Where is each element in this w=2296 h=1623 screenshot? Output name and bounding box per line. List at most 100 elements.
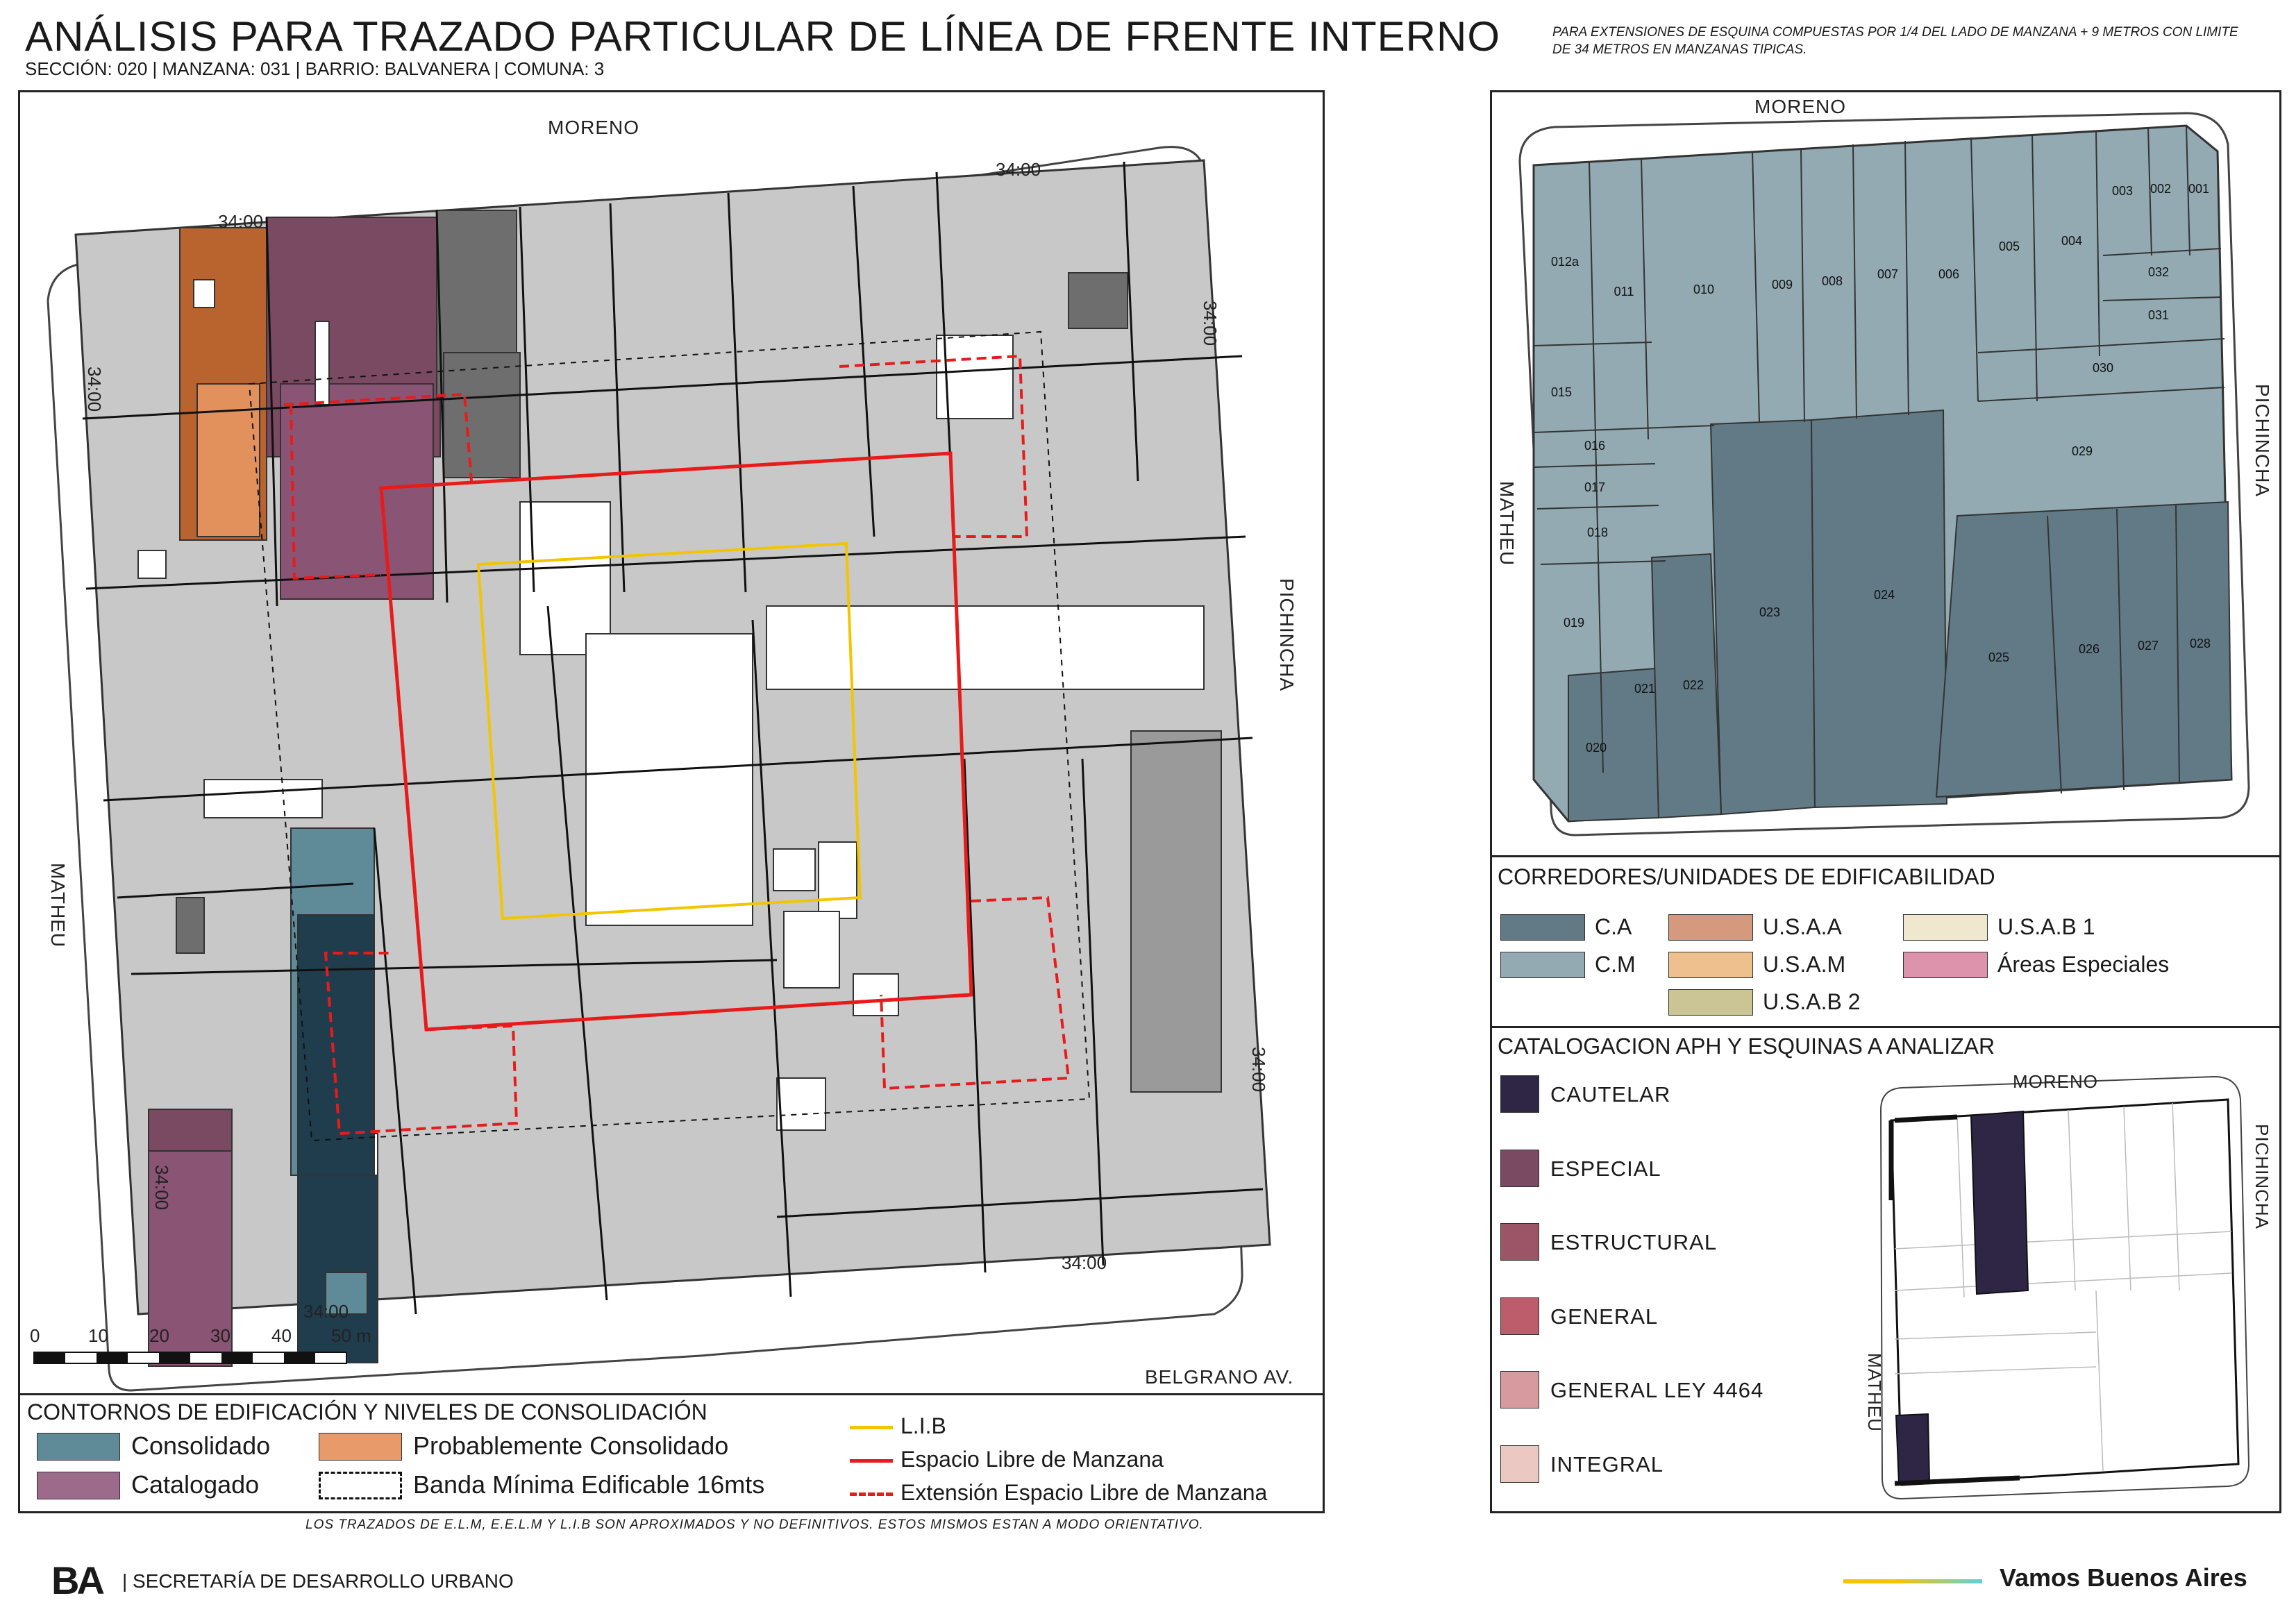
svg-text:001: 001 (2188, 182, 2209, 196)
swatch-usaa (1668, 914, 1753, 941)
header-note: PARA EXTENSIONES DE ESQUINA COMPUESTAS P… (1552, 25, 2238, 57)
swatch-espacio (850, 1459, 893, 1463)
svg-text:021: 021 (1634, 682, 1655, 696)
swatch-cm (1500, 952, 1585, 978)
svg-text:40: 40 (271, 1325, 292, 1346)
svg-text:009: 009 (1772, 278, 1793, 292)
svg-text:007: 007 (1877, 267, 1898, 281)
svg-text:023: 023 (1759, 605, 1780, 619)
main-legend-title: CONTORNOS DE EDIFICACIÓN Y NIVELES DE CO… (27, 1399, 707, 1424)
scale-bar: 0 10 20 30 40 50 m (30, 1325, 371, 1364)
lot-catalog-2 (280, 383, 434, 600)
dim-sw: 34:00 (303, 1301, 349, 1322)
swatch-probable (319, 1433, 402, 1461)
aph-cautelar-1 (1970, 1110, 2029, 1295)
svg-text:025: 025 (1988, 650, 2009, 664)
svg-text:024: 024 (1874, 588, 1895, 602)
svg-text:026: 026 (2079, 642, 2100, 656)
main-map[interactable]: MORENO MATHEU PICHINCHA BELGRANO AV. 34:… (20, 92, 1323, 1393)
dim-nw: 34:00 (218, 211, 263, 232)
svg-text:003: 003 (2112, 184, 2133, 198)
swatch-estructural (1500, 1223, 1539, 1261)
swatch-catalogado (37, 1472, 120, 1499)
dim-se: 34:00 (1062, 1252, 1107, 1273)
extension-espacio-libre (283, 354, 1071, 1136)
svg-text:30: 30 (210, 1325, 231, 1346)
page-subtitle: SECCIÓN: 020 | MANZANA: 031 | BARRIO: BA… (25, 58, 605, 79)
svg-text:10: 10 (88, 1325, 108, 1346)
dim-ws: 34:00 (151, 1165, 172, 1210)
swatch-consolidado (37, 1433, 120, 1461)
lot-gray-2 (1130, 730, 1222, 1093)
legend-usab1: U.S.A.B 1 (1997, 914, 2095, 939)
lib-line (476, 541, 862, 920)
svg-text:022: 022 (1683, 678, 1704, 692)
legend-probable: Probablemente Consolidado (413, 1431, 729, 1460)
aph-street-moreno: MORENO (2013, 1071, 2098, 1092)
swatch-banda (319, 1472, 402, 1499)
street-belgrano: BELGRANO AV. (1145, 1366, 1293, 1388)
street-matheu: MATHEU (47, 863, 69, 948)
catalogacion-panel: CATALOGACION APH Y ESQUINAS A ANALIZAR C… (1490, 1026, 2281, 1513)
footer-note: LOS TRAZADOS DE E.L.M, E.E.L.M Y L.I.B S… (305, 1517, 1204, 1532)
inset-street-moreno: MORENO (1754, 96, 1846, 117)
dim-wn: 34:00 (84, 367, 105, 412)
swatch-usam (1668, 952, 1753, 978)
svg-text:032: 032 (2148, 265, 2169, 279)
legend-cautelar: CAUTELAR (1550, 1082, 1671, 1107)
open-1 (519, 501, 611, 655)
slogan-bar (1843, 1579, 1982, 1583)
legend-usam: U.S.A.M (1763, 952, 1846, 977)
lot-labels: 001 002 003 004 005 006 007 008 009 010 … (1551, 182, 2211, 755)
main-legend-box: CONTORNOS DE EDIFICACIÓN Y NIVELES DE CO… (18, 1395, 1325, 1513)
corredores-title: CORREDORES/UNIDADES DE EDIFICABILIDAD (1498, 864, 1995, 889)
svg-text:012a: 012a (1551, 255, 1579, 269)
aph-street-matheu: MATHEU (1864, 1353, 1885, 1432)
swatch-areas-especiales (1903, 952, 1988, 978)
svg-text:50 m: 50 m (331, 1325, 371, 1346)
legend-integral: INTEGRAL (1550, 1452, 1664, 1477)
svg-text:010: 010 (1693, 283, 1714, 296)
svg-text:006: 006 (1938, 267, 1959, 281)
svg-text:028: 028 (2190, 637, 2211, 650)
swatch-general-ley (1500, 1371, 1539, 1408)
swatch-extension (850, 1492, 893, 1496)
aph-inset-map[interactable]: MORENO MATHEU PICHINCHA (1853, 1061, 2277, 1511)
espacio-libre (379, 451, 973, 1032)
svg-text:030: 030 (2093, 361, 2113, 375)
lot-probable-2 (196, 383, 260, 537)
open-courtyard (585, 633, 753, 926)
legend-cm: C.M (1595, 952, 1636, 977)
aph-cautelar-2 (1895, 1413, 1931, 1485)
swatch-general (1500, 1297, 1539, 1335)
lots-map-panel[interactable]: MORENO MATHEU PICHINCHA 001 002 003 004 … (1490, 90, 2281, 857)
lots-map[interactable]: MORENO MATHEU PICHINCHA 001 002 003 004 … (1492, 92, 2279, 855)
legend-usab2: U.S.A.B 2 (1763, 989, 1861, 1014)
svg-text:020: 020 (1586, 741, 1607, 755)
svg-text:011: 011 (1614, 285, 1634, 298)
svg-text:0: 0 (30, 1325, 40, 1346)
svg-text:031: 031 (2148, 308, 2169, 322)
swatch-usab1 (1903, 914, 1988, 941)
legend-lib: L.I.B (900, 1413, 946, 1438)
swatch-integral (1500, 1445, 1539, 1483)
svg-text:004: 004 (2061, 234, 2082, 248)
legend-catalogado: Catalogado (131, 1470, 260, 1499)
catalogacion-title: CATALOGACION APH Y ESQUINAS A ANALIZAR (1498, 1034, 1995, 1059)
swatch-usab2 (1668, 989, 1753, 1016)
svg-text:002: 002 (2150, 182, 2171, 196)
svg-text:008: 008 (1822, 274, 1843, 288)
svg-text:029: 029 (2072, 444, 2093, 458)
aph-street-pichincha: PICHINCHA (2252, 1124, 2272, 1229)
footer-logo: BA (51, 1558, 105, 1602)
svg-text:027: 027 (2138, 639, 2159, 653)
inset-street-matheu: MATHEU (1496, 481, 1518, 566)
svg-text:005: 005 (1999, 239, 2020, 253)
svg-text:017: 017 (1584, 480, 1605, 494)
legend-espacio: Espacio Libre de Manzana (900, 1447, 1164, 1472)
main-map-panel[interactable]: MORENO MATHEU PICHINCHA BELGRANO AV. 34:… (18, 90, 1325, 1395)
svg-text:015: 015 (1551, 385, 1572, 399)
dim-es: 34:00 (1248, 1047, 1269, 1092)
swatch-ca (1500, 914, 1585, 941)
legend-consolidado: Consolidado (131, 1431, 271, 1460)
